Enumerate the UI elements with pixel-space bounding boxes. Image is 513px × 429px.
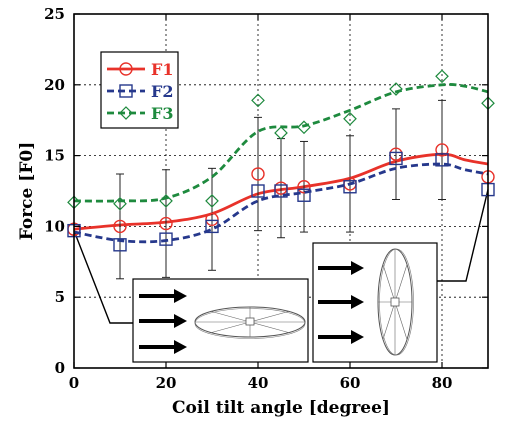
legend-marker-F3 [119, 106, 133, 120]
data-point-F2 [274, 184, 288, 198]
x-tick-label: 20 [156, 374, 177, 392]
y-tick-label: 25 [44, 5, 65, 23]
data-point-F3 [343, 111, 357, 126]
inset-leader-coil-horizontal [73, 230, 133, 324]
insets [73, 189, 489, 363]
coil-spoke [394, 264, 408, 303]
legend: F1 F2 F3 [100, 51, 179, 129]
data-point-F1 [159, 216, 173, 231]
x-tick-label: 0 [69, 374, 79, 392]
data-point-F3 [113, 196, 127, 211]
legend-label-F1: F1 [151, 60, 174, 79]
data-point-F3 [159, 194, 173, 208]
inset-coil-horizontal [132, 278, 309, 363]
field-arrow-head [351, 261, 364, 275]
data-point-F2 [343, 180, 357, 194]
data-point-F2 [389, 151, 403, 166]
data-point-F3 [297, 120, 311, 135]
y-tick-label: 0 [55, 359, 65, 377]
data-point-F1 [113, 219, 127, 234]
series-line-F2 [73, 162, 489, 244]
data-point-F2 [297, 188, 311, 202]
field-arrow-head [351, 295, 364, 309]
data-point-F3 [274, 126, 288, 140]
coil-spoke [382, 301, 396, 340]
data-point-F2 [251, 184, 265, 198]
x-tick-label: 80 [432, 374, 453, 392]
coil-spoke [382, 264, 396, 303]
y-tick-label: 5 [55, 288, 65, 306]
plot-frame [73, 13, 489, 369]
series-F2 [67, 151, 495, 252]
x-axis-label: Coil tilt angle [degree] [172, 398, 390, 418]
data-point-F2 [205, 219, 219, 234]
inset-coil-vertical [312, 242, 438, 363]
data-point-F3 [251, 93, 265, 108]
x-tick-label: 60 [340, 374, 361, 392]
data-point-F3 [205, 194, 219, 208]
coil-hub [390, 297, 400, 307]
data-point-F2 [159, 232, 173, 246]
series-line-F3 [73, 83, 489, 203]
coil-spoke [394, 301, 408, 340]
legend-marker-F2 [119, 84, 133, 98]
data-point-F2 [113, 238, 127, 252]
data-point-F3 [435, 69, 449, 84]
data-point-F1 [297, 180, 311, 194]
y-tick-label: 15 [44, 147, 65, 165]
coil-hub [245, 317, 255, 326]
coil-spoke [249, 321, 289, 333]
axis-ticks: 0 20 40 60 80 0 5 10 15 20 25 [44, 5, 488, 392]
x-tick-label: 40 [248, 374, 269, 392]
field-arrow-head [351, 330, 364, 344]
inset-leader-coil-vertical [437, 189, 489, 282]
field-arrow-head [174, 289, 187, 303]
legend-label-F3: F3 [151, 104, 174, 123]
data-point-F1 [435, 143, 449, 157]
coil-spoke [211, 321, 251, 333]
coil-spoke [211, 311, 251, 323]
field-arrow-head [174, 340, 187, 354]
y-axis-label: Force [F0] [17, 142, 37, 241]
data-point-F2 [435, 153, 449, 167]
y-tick-label: 10 [44, 217, 65, 235]
series-layer [67, 69, 495, 280]
coil-spoke [249, 311, 289, 323]
legend-marker-F1 [119, 62, 133, 76]
data-point-F3 [389, 82, 403, 96]
field-arrow-head [174, 314, 187, 328]
legend-label-F2: F2 [151, 82, 174, 101]
data-point-F1 [251, 167, 265, 181]
y-tick-label: 20 [44, 76, 65, 94]
data-point-F1 [205, 212, 219, 227]
